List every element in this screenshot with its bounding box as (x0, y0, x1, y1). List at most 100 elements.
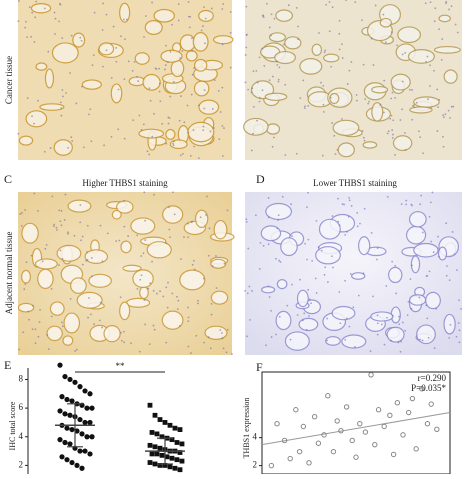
fit-line (261, 412, 451, 446)
nucleus (115, 240, 118, 243)
nucleus (81, 263, 84, 266)
nucleus (296, 314, 299, 316)
nucleus (276, 63, 279, 66)
nucleus (372, 295, 374, 298)
gland (81, 79, 102, 90)
data-point (349, 437, 355, 444)
nucleus (142, 123, 145, 126)
nucleus (119, 331, 122, 334)
gland (103, 325, 121, 343)
data-point (405, 409, 412, 416)
nucleus (34, 342, 37, 345)
nucleus (434, 7, 437, 10)
data-point (293, 407, 299, 413)
gland (165, 128, 176, 140)
nucleus (193, 268, 196, 271)
nucleus (49, 147, 52, 149)
nucleus (271, 145, 274, 148)
nucleus (405, 199, 408, 202)
nucleus (215, 255, 217, 257)
nucleus (244, 54, 247, 56)
gland (265, 202, 293, 221)
nucleus (153, 112, 155, 115)
nucleus (401, 108, 404, 111)
gland (63, 312, 81, 334)
nucleus (63, 218, 66, 221)
nucleus (31, 115, 33, 118)
nucleus (314, 277, 317, 280)
nucleus (124, 38, 126, 41)
gland (407, 49, 435, 64)
nucleus (338, 224, 341, 227)
gland (296, 289, 309, 308)
data-point (300, 423, 307, 430)
data-point (306, 460, 312, 466)
nucleus (105, 49, 108, 52)
nucleus (28, 318, 30, 321)
data-point (177, 467, 183, 473)
nucleus (136, 234, 139, 237)
gland (438, 14, 451, 23)
nucleus (130, 342, 132, 345)
data-point (357, 420, 363, 427)
data-point (57, 362, 63, 368)
nucleus (183, 121, 186, 124)
nucleus (151, 135, 154, 138)
data-point (321, 432, 327, 438)
nucleus (321, 154, 324, 157)
nucleus (196, 299, 199, 302)
nucleus (386, 195, 389, 198)
gland (379, 17, 392, 28)
nucleus (382, 13, 385, 16)
nucleus (75, 102, 78, 105)
nucleus (411, 89, 414, 91)
gland (18, 135, 34, 146)
gland (39, 103, 65, 111)
nucleus (248, 285, 251, 288)
gland (388, 266, 403, 284)
nucleus (51, 195, 54, 198)
data-point (296, 448, 303, 455)
gland (443, 313, 456, 335)
gland (20, 269, 32, 284)
nucleus (37, 209, 39, 212)
gland (409, 106, 433, 114)
data-point (159, 452, 165, 458)
nucleus (410, 203, 413, 206)
gland (192, 32, 209, 52)
nucleus (231, 353, 233, 355)
nucleus (87, 113, 90, 116)
nucleus (18, 348, 21, 351)
nucleus (123, 137, 126, 140)
nucleus (178, 324, 181, 327)
nucleus (245, 5, 248, 8)
nucleus (458, 299, 460, 302)
nucleus (399, 350, 402, 353)
gland (413, 96, 440, 108)
nucleus (450, 5, 453, 8)
nucleus (146, 150, 149, 153)
nucleus (336, 148, 339, 151)
data-point (74, 462, 80, 469)
nucleus (419, 136, 422, 139)
data-point (67, 376, 73, 383)
nucleus (267, 197, 270, 199)
y-tick-label: 6 (19, 402, 24, 412)
nucleus (265, 344, 267, 347)
nucleus (229, 11, 232, 13)
nucleus (158, 67, 161, 70)
data-point (325, 393, 331, 399)
gland (408, 294, 427, 306)
nucleus (79, 36, 82, 39)
nucleus (60, 107, 63, 109)
nucleus (209, 347, 212, 350)
gland (179, 269, 206, 291)
gland (49, 301, 65, 316)
nucleus (429, 1, 432, 4)
gland (21, 222, 39, 244)
gland (392, 135, 413, 152)
nucleus (244, 81, 247, 84)
nucleus (37, 99, 39, 102)
nucleus (323, 51, 326, 54)
data-point (64, 425, 70, 431)
